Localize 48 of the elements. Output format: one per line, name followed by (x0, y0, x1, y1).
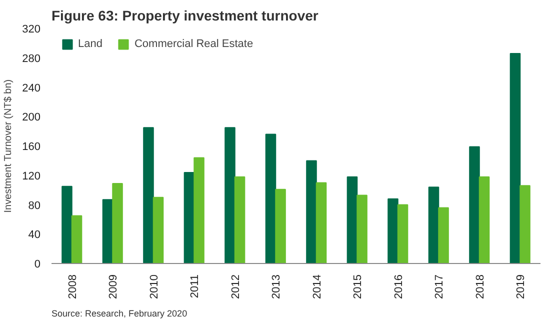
x-tick-label: 2015 (352, 274, 364, 299)
source-note: Source: Research, February 2020 (52, 308, 188, 318)
bar (112, 182, 123, 264)
y-tick-label: 0 (34, 258, 41, 270)
x-tick-label: 2011 (189, 274, 202, 298)
chart-title: Figure 63: Property investment turnover (52, 8, 319, 24)
y-tick-label: 120 (22, 170, 41, 182)
y-tick-label: 80 (28, 200, 41, 212)
legend-label: Land (78, 38, 102, 50)
legend-label: Commercial Real Estate (134, 38, 254, 50)
bar (224, 127, 236, 264)
bar (346, 176, 358, 264)
x-tick-label: 2009 (108, 274, 120, 299)
bar (388, 198, 398, 264)
x-tick-label: 2014 (311, 274, 324, 299)
bar (306, 160, 317, 264)
bar (438, 207, 449, 264)
bar (275, 188, 286, 264)
x-tick-label: 2018 (474, 274, 486, 299)
y-tick-label: 320 (22, 24, 41, 36)
bar (194, 157, 204, 264)
x-tick-label: 2008 (66, 274, 79, 299)
y-tick-label: 160 (22, 141, 41, 153)
y-tick-label: 280 (22, 52, 41, 65)
bar (397, 204, 408, 264)
y-tick-label: 200 (22, 112, 41, 124)
x-tick-label: 2016 (392, 274, 405, 299)
x-tick-label: 2019 (515, 274, 528, 299)
bar (428, 186, 440, 264)
bar (520, 185, 530, 264)
bar (62, 186, 72, 264)
bar (478, 176, 490, 264)
bar (265, 134, 276, 264)
bar (143, 127, 154, 264)
x-tick-label: 2012 (230, 274, 242, 299)
x-tick-label: 2017 (434, 274, 446, 299)
bar (234, 176, 246, 264)
bar (510, 52, 521, 264)
bar (152, 196, 164, 264)
bar (316, 182, 327, 264)
bar (71, 215, 82, 264)
x-tick-label: 2010 (148, 274, 160, 299)
y-tick-label: 240 (22, 82, 41, 94)
bar (469, 146, 480, 264)
bar (356, 194, 368, 264)
y-tick-label: 40 (28, 229, 41, 242)
y-axis-title: Investment Turnover (NT$ bn) (3, 79, 14, 213)
x-tick-label: 2013 (270, 274, 283, 299)
